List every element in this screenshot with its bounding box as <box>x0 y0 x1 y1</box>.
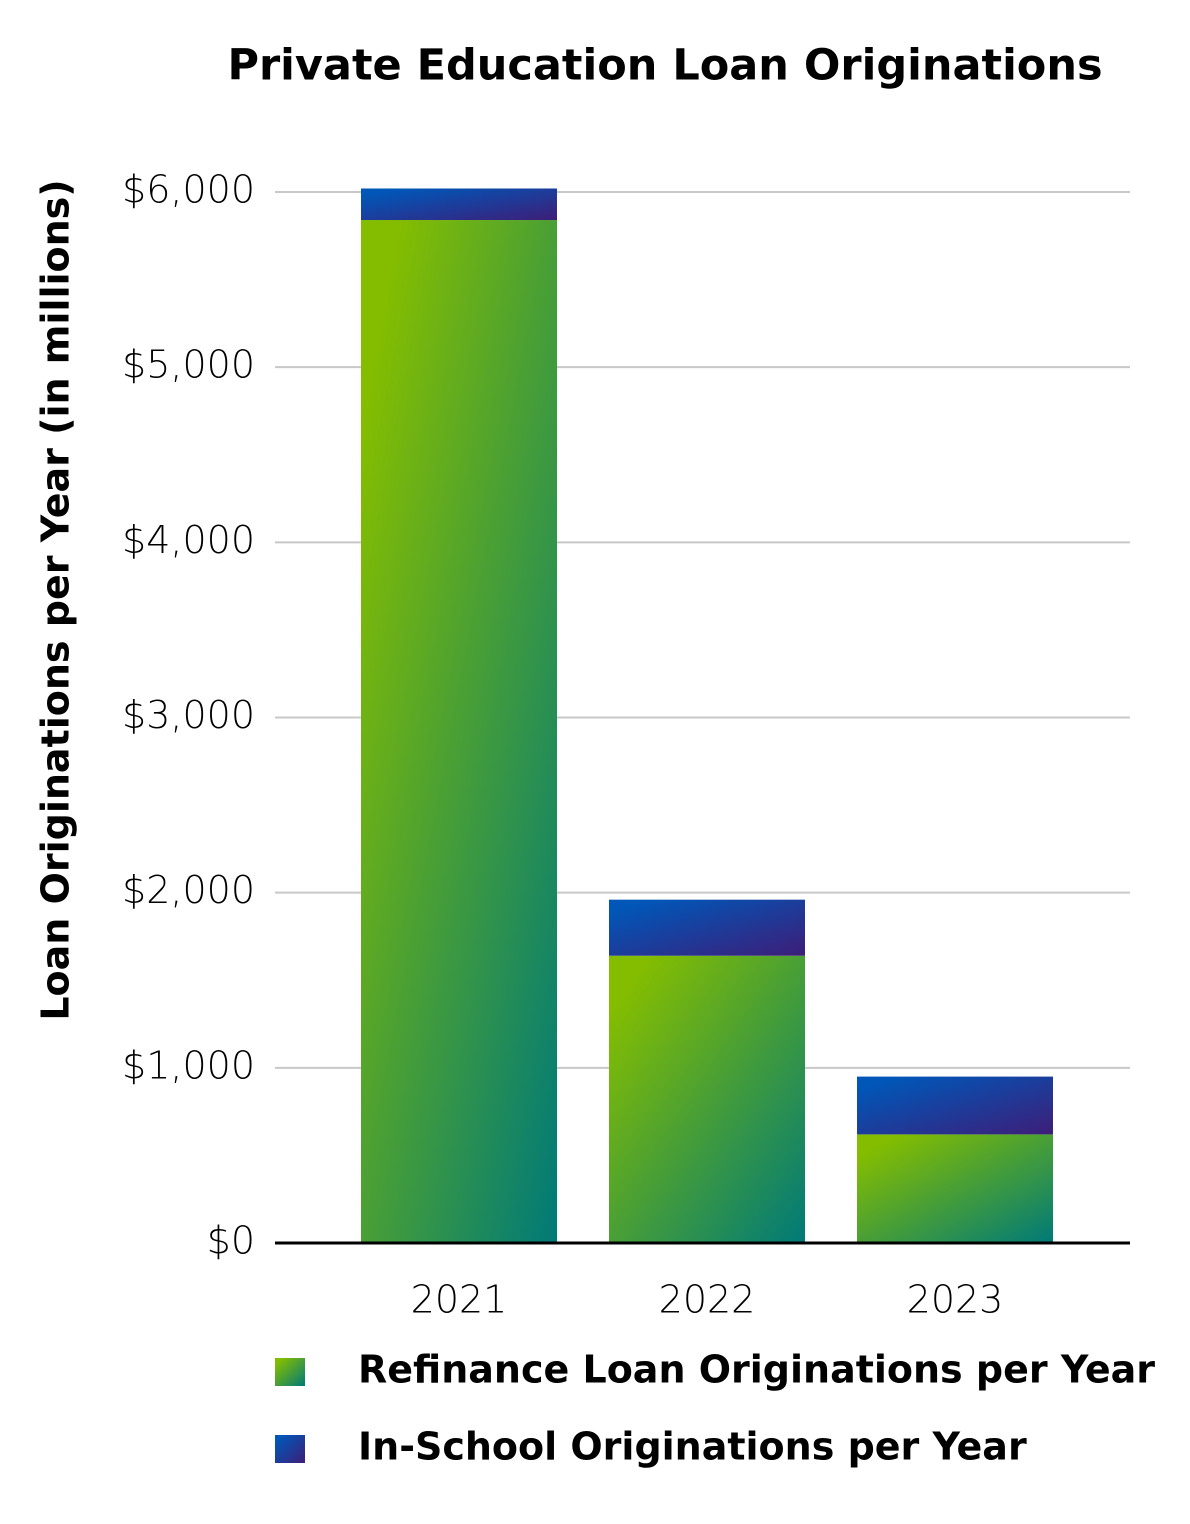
bar-segment <box>609 899 805 956</box>
y-tick-label: $5,000 <box>122 343 255 387</box>
bar-segment <box>361 188 557 221</box>
x-tick-label: 2022 <box>659 1278 756 1322</box>
legend-swatch <box>275 1435 305 1463</box>
y-tick-label: $6,000 <box>122 168 255 212</box>
x-tick-label: 2021 <box>411 1278 508 1322</box>
legend-swatch <box>275 1358 305 1386</box>
legend-label: Refinance Loan Originations per Year <box>358 1348 1155 1392</box>
y-tick-label: $2,000 <box>122 868 255 912</box>
y-tick-label: $4,000 <box>122 518 255 562</box>
y-axis-label: Loan Originations per Year (in millions) <box>34 179 78 1020</box>
bar-segment <box>609 955 805 1243</box>
bar-segment <box>857 1076 1053 1135</box>
y-tick-label: $3,000 <box>122 693 255 737</box>
bar-segment <box>857 1134 1053 1243</box>
y-tick-label: $0 <box>207 1219 255 1263</box>
legend-label: In-School Originations per Year <box>358 1425 1027 1469</box>
y-tick-label: $1,000 <box>122 1043 255 1087</box>
x-tick-label: 2023 <box>907 1278 1004 1322</box>
chart-title: Private Education Loan Originations <box>227 41 1102 91</box>
bar-segment <box>361 220 557 1243</box>
